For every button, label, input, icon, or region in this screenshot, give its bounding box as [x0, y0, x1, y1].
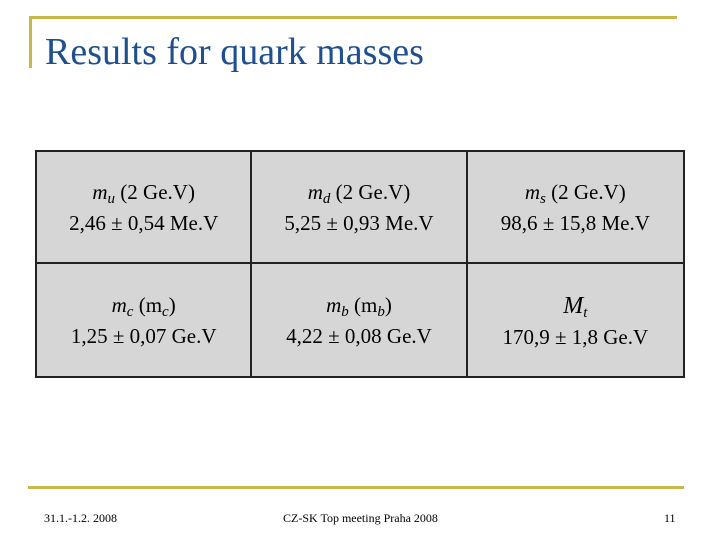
mass-symbol: m: [92, 180, 108, 205]
mass-symbol: m: [326, 293, 342, 318]
quark-subscript: d: [322, 191, 331, 208]
title-frame-left-rule: [29, 16, 32, 68]
scale-label: (m: [348, 293, 378, 318]
mass-symbol: m: [524, 180, 541, 205]
cell-bottom-quark: mb (mb) 4,22 ± 0,08 Ge.V: [252, 264, 468, 376]
scale-label: (2 Ge.V): [115, 180, 195, 205]
mass-value: 170,9 ± 1,8 Ge.V: [502, 325, 649, 350]
quark-subscript: b: [341, 304, 349, 321]
footer-meeting: CZ-SK Top meeting Praha 2008: [283, 511, 438, 525]
cell-down-quark: md (2 Ge.V) 5,25 ± 0,93 Me.V: [252, 152, 468, 264]
cell-strange-quark: ms (2 Ge.V) 98,6 ± 15,8 Me.V: [467, 152, 683, 264]
quark-subscript: s: [540, 191, 546, 208]
cell-top-quark: Mt 170,9 ± 1,8 Ge.V: [468, 264, 683, 376]
cell-up-quark: mu (2 Ge.V) 2,46 ± 0,54 Me.V: [37, 152, 253, 264]
title-frame-top-rule: [29, 16, 677, 19]
mass-symbol: M: [563, 293, 584, 320]
scale-subscript: c: [162, 304, 169, 321]
scale-label: (m: [133, 293, 163, 318]
scale-label: (2 Ge.V): [330, 180, 411, 205]
scale-close: ): [384, 293, 392, 318]
quark-subscript: t: [583, 305, 588, 322]
mass-value: 5,25 ± 0,93 Me.V: [284, 211, 434, 236]
footer-rule: [28, 486, 684, 489]
mass-value: 1,25 ± 0,07 Ge.V: [70, 324, 217, 349]
mass-value: 4,22 ± 0,08 Ge.V: [286, 324, 432, 349]
slide-title: Results for quark masses: [45, 31, 424, 73]
results-table: mu (2 Ge.V) 2,46 ± 0,54 Me.V md (2 Ge.V)…: [35, 150, 685, 378]
footer-page-number: 11: [664, 511, 676, 525]
cell-charm-quark: mc (mc) 1,25 ± 0,07 Ge.V: [37, 264, 253, 376]
quark-subscript: u: [107, 191, 116, 208]
mass-value: 2,46 ± 0,54 Me.V: [69, 211, 219, 236]
mass-symbol: m: [111, 293, 127, 318]
scale-close: ): [168, 293, 176, 318]
scale-label: (2 Ge.V): [545, 180, 626, 205]
footer-date: 31.1.-1.2. 2008: [44, 511, 117, 525]
mass-symbol: m: [307, 180, 323, 205]
scale-subscript: b: [377, 304, 385, 321]
mass-value: 98,6 ± 15,8 Me.V: [500, 211, 650, 236]
quark-subscript: c: [126, 304, 134, 321]
